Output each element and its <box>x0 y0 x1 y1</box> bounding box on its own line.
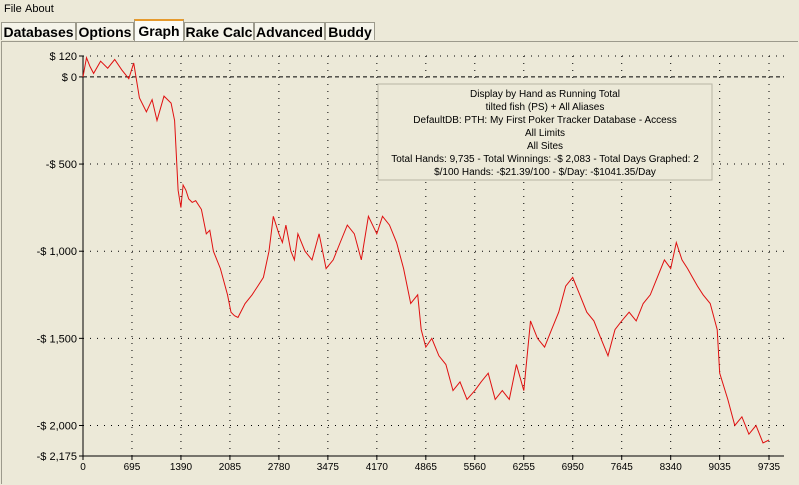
y-tick-label: -$ 2,000 <box>37 420 77 432</box>
info-sites: All Sites <box>527 141 563 152</box>
info-display-mode: Display by Hand as Running Total <box>470 89 620 100</box>
y-tick-label: $ 0 <box>62 72 77 84</box>
x-tick-label: 3475 <box>317 462 340 473</box>
info-player: tilted fish (PS) + All Aliases <box>486 102 605 113</box>
menu-bar: File About <box>0 0 799 18</box>
graph-panel: $ 120 $ 0 -$ 500 -$ 1,000 -$ 1,500 -$ 2,000 -$… <box>1 41 799 485</box>
x-tick-label: 4865 <box>415 462 438 473</box>
x-tick-label: 2780 <box>268 462 291 473</box>
tab-advanced[interactable]: Advanced <box>254 22 325 40</box>
x-tick-label: 4170 <box>366 462 389 473</box>
menu-file[interactable]: File <box>4 3 22 15</box>
info-database: DefaultDB: PTH: My First Poker Tracker D… <box>413 115 676 126</box>
y-tick-label: $ 120 <box>49 51 77 63</box>
y-tick-label: -$ 2,175 <box>37 451 77 463</box>
y-tick-label: -$ 500 <box>46 159 77 171</box>
x-tick-label: 8340 <box>660 462 683 473</box>
running-total-line <box>82 55 770 444</box>
x-tick-label: 6950 <box>562 462 585 473</box>
y-tick-label: -$ 1,000 <box>37 246 77 258</box>
y-tick-labels: $ 120 $ 0 -$ 500 -$ 1,000 -$ 1,500 -$ 2,000 -$… <box>37 51 83 463</box>
info-box-frame <box>377 83 713 181</box>
x-tick-labels: 0 695 1390 2085 2780 3475 4170 4865 5560 6255 6950… <box>80 456 781 473</box>
running-total-chart: $ 120 $ 0 -$ 500 -$ 1,000 -$ 1,500 -$ 2,000 -$… <box>2 42 799 485</box>
x-tick-label: 2085 <box>219 462 242 473</box>
tab-graph[interactable]: Graph <box>134 19 184 41</box>
tab-bar: Databases Options Graph Rake Calc Advanc… <box>0 18 799 42</box>
tab-databases[interactable]: Databases <box>1 22 76 40</box>
x-tick-label: 6255 <box>513 462 536 473</box>
info-box: Display by Hand as Running Total tilted … <box>377 83 713 181</box>
x-tick-label: 0 <box>80 462 86 473</box>
tab-options[interactable]: Options <box>76 22 134 40</box>
x-tick-label: 1390 <box>170 462 193 473</box>
x-tick-label: 9035 <box>709 462 732 473</box>
menu-about[interactable]: About <box>25 3 54 15</box>
info-rates: $/100 Hands: -$21.39/100 - $/Day: -$1041… <box>434 167 656 178</box>
info-limits: All Limits <box>525 128 565 139</box>
info-totals: Total Hands: 9,735 - Total Winnings: -$ … <box>391 154 699 165</box>
x-tick-label: 9735 <box>758 462 781 473</box>
y-tick-label: -$ 1,500 <box>37 333 77 345</box>
tab-buddy[interactable]: Buddy <box>325 22 375 40</box>
x-tick-label: 5560 <box>464 462 487 473</box>
x-tick-label: 695 <box>124 462 141 473</box>
x-tick-label: 7645 <box>611 462 634 473</box>
tab-rake-calc[interactable]: Rake Calc <box>184 22 254 40</box>
